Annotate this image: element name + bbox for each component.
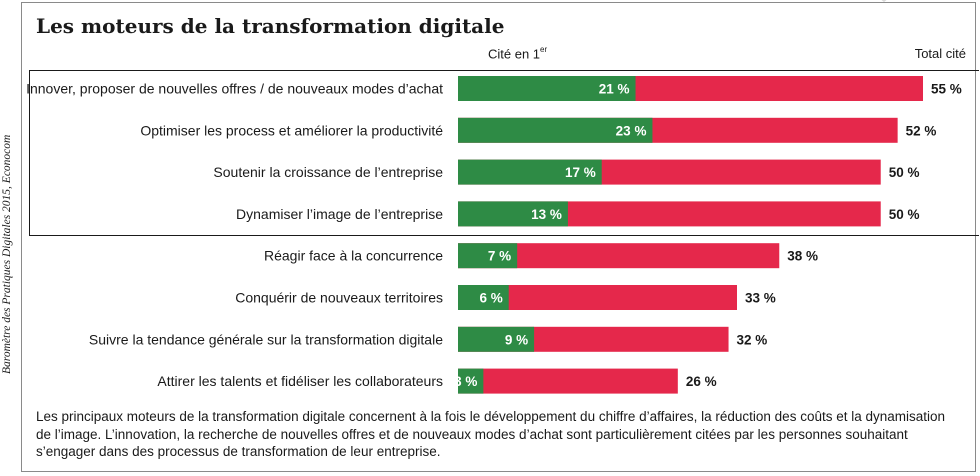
bar-first-value-label: 3 % bbox=[454, 374, 477, 389]
category-label: Dynamiser l’image de l’entreprise bbox=[236, 206, 443, 222]
category-label: Conquérir de nouveaux territoires bbox=[235, 290, 443, 306]
bar-total-value-label: 55 % bbox=[931, 82, 962, 97]
bar-first-value-label: 23 % bbox=[616, 123, 647, 138]
bar-total bbox=[458, 368, 678, 394]
bar-first-value-label: 9 % bbox=[505, 332, 528, 347]
bar-total-value-label: 32 % bbox=[737, 332, 768, 347]
bar-first bbox=[458, 326, 535, 352]
corner-tab-icon bbox=[881, 0, 887, 2]
category-label: Réagir face à la concurrence bbox=[264, 248, 443, 264]
bar-first-value-label: 17 % bbox=[565, 165, 596, 180]
bar-first bbox=[458, 76, 636, 101]
bar-first bbox=[458, 159, 602, 185]
category-label: Attirer les talents et fidéliser les col… bbox=[157, 373, 443, 389]
bar-total-value-label: 26 % bbox=[686, 374, 717, 389]
bar-first bbox=[458, 201, 568, 227]
category-label: Innover, proposer de nouvelles offres / … bbox=[26, 81, 443, 97]
bar-first-value-label: 13 % bbox=[531, 207, 562, 222]
bar-total-value-label: 33 % bbox=[745, 291, 776, 306]
category-label: Suivre la tendance générale sur la trans… bbox=[89, 331, 443, 347]
highlight-group-box bbox=[29, 70, 979, 236]
series-header-first-text: Cité en 1 bbox=[488, 46, 541, 62]
bar-first bbox=[458, 243, 518, 269]
series-header-first-sup: er bbox=[540, 45, 548, 54]
category-label: Optimiser les process et améliorer la pr… bbox=[140, 122, 443, 138]
bar-first-value-label: 7 % bbox=[488, 249, 511, 264]
bar-total-value-label: 52 % bbox=[906, 123, 937, 138]
bar-first bbox=[458, 285, 509, 310]
chart-title: Les moteurs de la transformation digital… bbox=[36, 14, 505, 38]
chart-caption: Les principaux moteurs de la transformat… bbox=[36, 409, 946, 459]
bar-first-value-label: 21 % bbox=[599, 82, 630, 97]
bar-total-value-label: 50 % bbox=[889, 207, 920, 222]
bar-total-value-label: 50 % bbox=[889, 165, 920, 180]
bar-first bbox=[458, 117, 653, 143]
series-header-first: Cité en 1er bbox=[488, 45, 548, 62]
series-header-total: Total cité bbox=[914, 46, 966, 61]
bar-first-value-label: 6 % bbox=[479, 291, 502, 306]
bar-total-value-label: 38 % bbox=[787, 249, 818, 264]
bar-first bbox=[458, 368, 484, 394]
category-label: Soutenir la croissance de l’entreprise bbox=[213, 164, 443, 180]
